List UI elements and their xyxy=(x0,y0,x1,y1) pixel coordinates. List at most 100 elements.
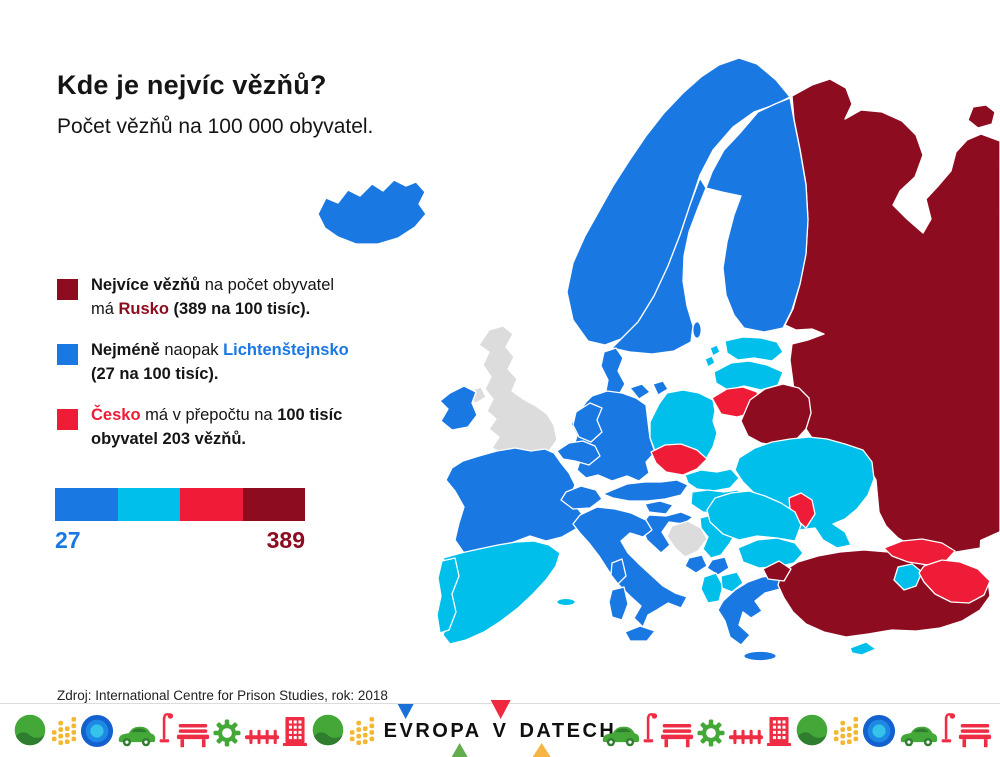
scale-segment-blue xyxy=(55,488,118,521)
legend-text-segment: (27 na 100 tisíc). xyxy=(91,364,219,383)
park-icon xyxy=(312,714,344,746)
legend-text-segment: Česko xyxy=(91,405,141,424)
legend-text-segment: Lichtenštejnsko xyxy=(223,340,349,359)
map-islands-balearic xyxy=(556,598,576,606)
legend-text-segment: (389 na 100 tisíc). xyxy=(168,299,311,318)
map-country-montenegro xyxy=(684,554,708,574)
gear-icon xyxy=(213,719,241,747)
legend-text-least: Nejméně naopak Lichtenštejnsko (27 na 100… xyxy=(91,339,349,387)
caspian-sea xyxy=(979,531,1000,590)
logo-blue-triangle-icon xyxy=(397,704,414,719)
streetlamp-icon xyxy=(643,713,658,743)
park-icon xyxy=(796,714,828,746)
color-scale: 27 389 xyxy=(55,488,305,554)
map-country-slovenia xyxy=(644,500,674,515)
legend-item-most: Nejvíce vězňů na počet obyvatel má Rusko … xyxy=(57,274,407,322)
railway-icon xyxy=(244,729,280,745)
scale-max-label: 389 xyxy=(266,527,305,553)
scale-segment-cyan xyxy=(117,488,180,521)
map-country-greece xyxy=(717,574,790,646)
color-scale-labels: 27 389 xyxy=(55,527,305,554)
scale-segment-dark_red xyxy=(242,488,305,521)
source-note: Zdroj: International Centre for Prison S… xyxy=(57,688,388,703)
car-icon xyxy=(118,726,156,747)
map-country-denmark xyxy=(652,380,669,396)
legend-text-czechia: Česko má v přepočtu na 100 tisíc obyvatel… xyxy=(91,404,342,452)
map-country-portugal xyxy=(436,557,460,634)
legend-text-most: Nejvíce vězňů na počet obyvatel má Rusko … xyxy=(91,274,334,322)
map-island-corsica xyxy=(610,558,627,585)
map-country-romania xyxy=(706,490,802,542)
map-country-netherlands xyxy=(572,402,603,443)
map-islands-estonia xyxy=(709,344,721,357)
map-country-bosnia xyxy=(666,520,708,558)
railway-icon xyxy=(728,729,764,745)
map-country-sweden xyxy=(611,177,707,355)
banner-icons-left xyxy=(12,708,376,748)
streetlamp-icon xyxy=(941,713,956,743)
legend-text-segment: Nejméně xyxy=(91,340,160,359)
car-icon xyxy=(602,726,640,747)
scale-min-label: 27 xyxy=(55,527,81,553)
legend-text-segment: obyvatel 203 vězňů. xyxy=(91,429,246,448)
map-country-denmark xyxy=(600,347,626,399)
footer-banner: EVROPA V DATECH xyxy=(0,700,1000,757)
left-panel: Kde je nejvíc vězňů? Počet vězňů na 100 … xyxy=(55,70,417,703)
banner-icons-right xyxy=(600,708,992,748)
logo-green-triangle-icon xyxy=(451,743,468,757)
legend-text-segment: na počet obyvatel xyxy=(200,276,335,294)
page-subtitle: Počet vězňů na 100 000 obyvatel. xyxy=(57,115,374,138)
map-country-latvia xyxy=(713,360,784,391)
legend: Nejvíce vězňů na počet obyvatel má Rusko … xyxy=(57,274,407,469)
map-country-slovakia xyxy=(684,468,740,492)
map-country-belgium xyxy=(556,440,601,466)
legend-text-segment: naopak xyxy=(159,340,224,359)
legend-text-segment: má v přepočtu na xyxy=(140,405,278,424)
building-icon xyxy=(282,717,308,747)
map-country-iceland xyxy=(317,179,427,245)
map-country-italy xyxy=(572,506,688,628)
map-region-turkey-west xyxy=(762,560,792,582)
logo-word-evropa: EVROPA xyxy=(384,704,482,757)
map-country-kosovo xyxy=(706,556,730,576)
legend-text-segment: má xyxy=(91,299,119,318)
legend-text-segment: Nejvíce vězňů xyxy=(91,276,201,294)
map-country-finland xyxy=(705,97,809,333)
legend-swatch-blue xyxy=(57,343,78,365)
wheat-icon xyxy=(833,717,859,745)
map-island-cyprus xyxy=(849,641,877,656)
map-island-sardinia xyxy=(608,586,629,621)
map-country-czechia xyxy=(650,443,708,476)
map-islands-estonia xyxy=(704,355,716,368)
map-country-croatia xyxy=(640,511,694,554)
map-country-austria xyxy=(602,479,689,502)
car-icon xyxy=(900,726,938,747)
scale-segment-red xyxy=(180,488,243,521)
map-country-georgia xyxy=(883,538,956,566)
streetlamp-icon xyxy=(159,713,174,743)
map-country-uk xyxy=(478,325,558,457)
wheat-icon xyxy=(51,717,77,745)
map-country-azerbaijan xyxy=(918,559,991,604)
legend-swatch-dark-red xyxy=(57,279,78,300)
map-country-macedonia xyxy=(720,571,744,593)
color-scale-bar xyxy=(55,488,305,521)
wheat-icon xyxy=(349,717,375,745)
map-country-belarus xyxy=(740,383,812,447)
page-title: Kde je nejvíc vězňů? xyxy=(57,70,327,100)
map-country-armenia xyxy=(893,563,923,591)
legend-text-segment: Rusko xyxy=(118,299,169,318)
bench-icon xyxy=(660,723,694,748)
gear-icon xyxy=(697,719,725,747)
map-country-ireland xyxy=(439,385,478,431)
legend-text-segment: 100 tisíc xyxy=(277,405,343,424)
logo-red-triangle-icon xyxy=(490,700,511,719)
map-island-russia xyxy=(967,104,996,129)
logo-word-v: V xyxy=(490,700,511,743)
legend-item-czechia: Česko má v přepočtu na 100 tisíc obyvatel… xyxy=(57,404,407,452)
map-country-switzerland xyxy=(560,485,603,510)
pond-icon xyxy=(80,714,114,748)
legend-item-least: Nejméně naopak Lichtenštejnsko (27 na 100… xyxy=(57,339,407,387)
park-icon xyxy=(14,714,46,746)
